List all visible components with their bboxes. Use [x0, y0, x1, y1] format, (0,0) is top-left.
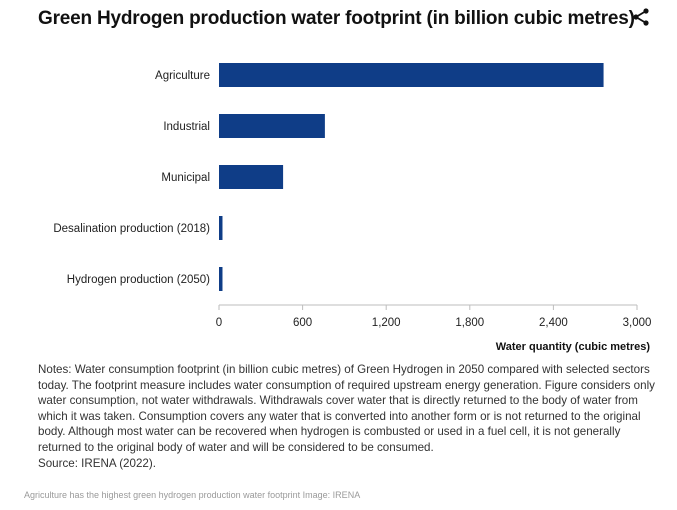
x-tick-label: 600	[293, 317, 312, 329]
notes-text: Notes: Water consumption footprint (in b…	[38, 363, 655, 454]
category-labels-group: Agriculture Industrial Municipal Desalinati…	[53, 70, 210, 286]
chart-title: Green Hydrogen production water footprin…	[38, 8, 635, 29]
image-caption: Agriculture has the highest green hydrog…	[24, 490, 361, 500]
bar-1[interactable]	[219, 114, 325, 138]
x-ticks-group: 0 600 1,200 1,800 2,400 3,000	[216, 305, 652, 329]
bar-chart: Agriculture Industrial Municipal Desalinati…	[53, 63, 652, 353]
bars-group	[219, 63, 604, 291]
category-label: Industrial	[163, 121, 210, 133]
bar-2[interactable]	[219, 165, 284, 189]
category-label: Agriculture	[155, 70, 210, 82]
category-label: Municipal	[161, 172, 210, 184]
x-tick-label: 1,800	[455, 317, 484, 329]
bar-4[interactable]	[219, 267, 223, 291]
x-axis-label: Water quantity (cubic metres)	[496, 341, 651, 353]
x-tick-label: 3,000	[623, 317, 652, 329]
share-icon[interactable]	[630, 6, 652, 28]
x-tick-label: 0	[216, 317, 222, 329]
category-label: Desalination production (2018)	[53, 223, 210, 235]
bar-0[interactable]	[219, 63, 604, 87]
category-label: Hydrogen production (2050)	[67, 274, 210, 286]
x-tick-label: 2,400	[539, 317, 568, 329]
chart-notes: Notes: Water consumption footprint (in b…	[38, 362, 658, 471]
x-tick-label: 1,200	[372, 317, 401, 329]
notes-source: Source: IRENA (2022).	[38, 456, 156, 470]
bar-3[interactable]	[219, 216, 223, 240]
